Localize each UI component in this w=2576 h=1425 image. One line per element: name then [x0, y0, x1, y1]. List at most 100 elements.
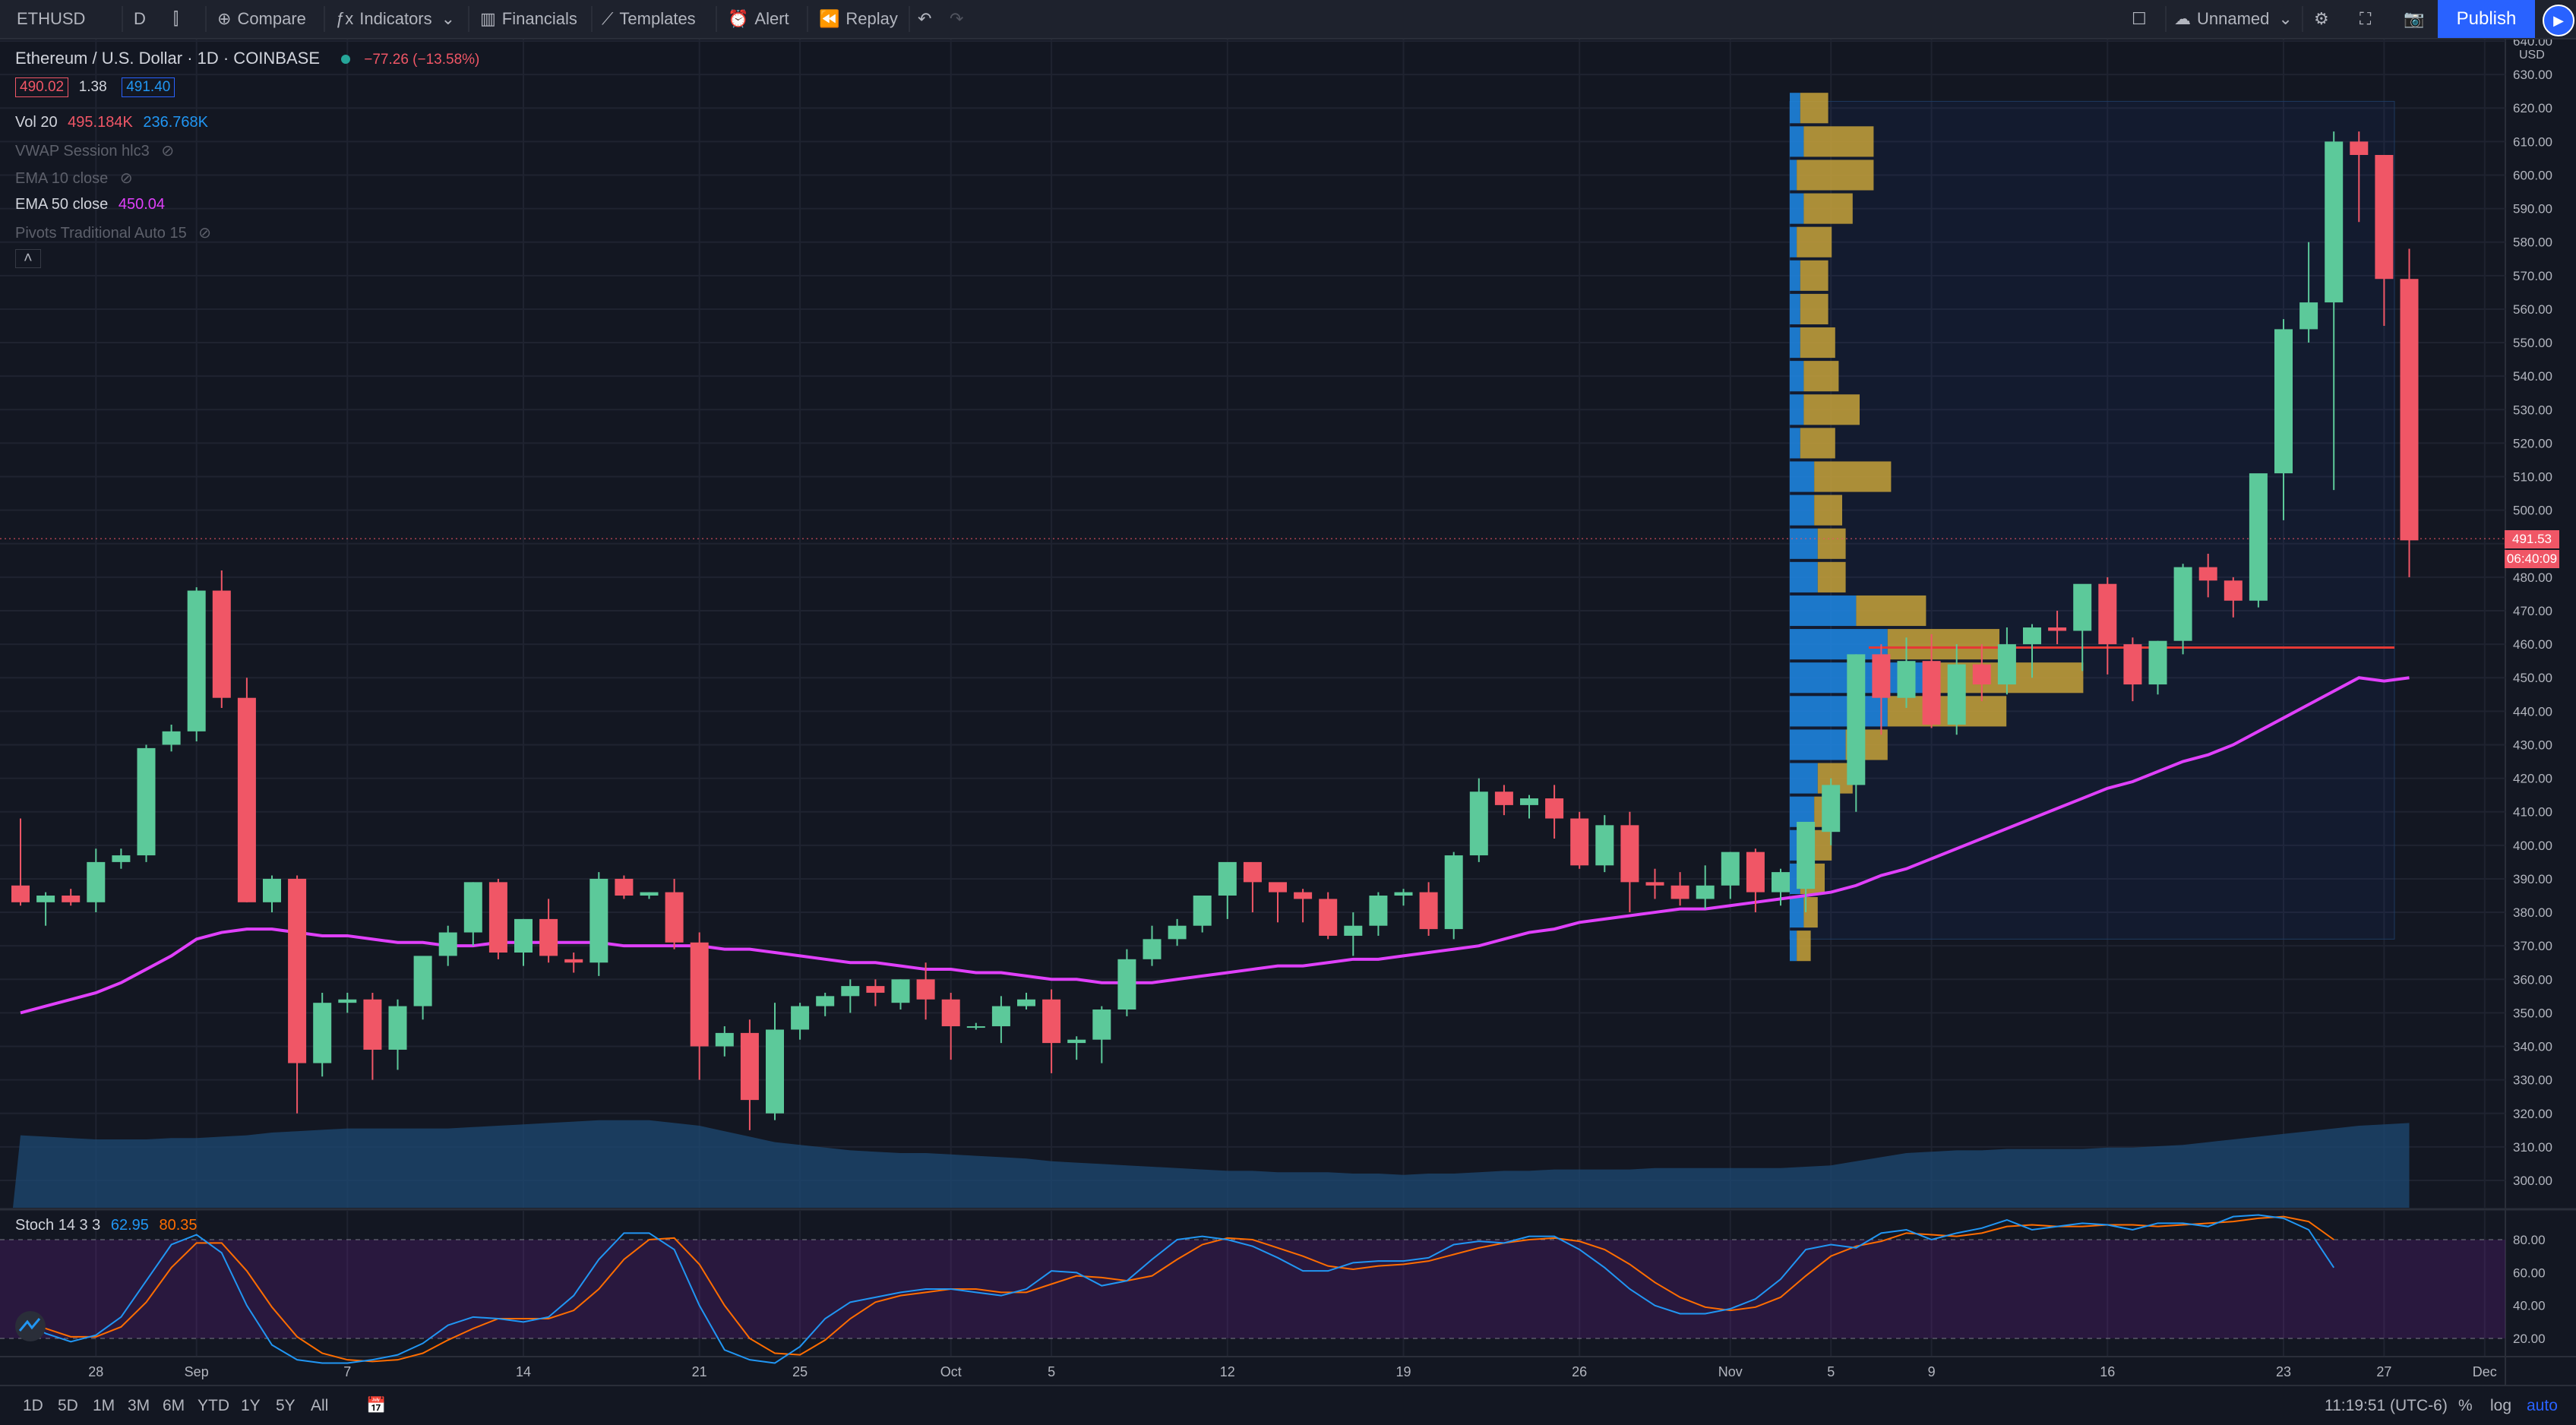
candle-body: [1243, 861, 1262, 883]
price-tick-label: 400.00: [2513, 839, 2552, 853]
volume-profile-bar-down: [1803, 394, 1860, 425]
legend-pivots-row[interactable]: Pivots Traditional Auto 15 ⊘: [15, 223, 211, 242]
volume-ma-area: [13, 1120, 2410, 1208]
stoch-pane-bg: [0, 1210, 2505, 1356]
legend-collapse[interactable]: ˄: [15, 249, 41, 268]
play-button[interactable]: ▶: [2543, 5, 2574, 36]
legend-vwap-row[interactable]: VWAP Session hlc3 ⊘: [15, 141, 174, 160]
symbol-search[interactable]: ETHUSD: [17, 9, 86, 28]
candle-body: [2325, 141, 2344, 303]
fullscreen-rect-button[interactable]: ☐: [2132, 0, 2147, 38]
time-tick-label: 27: [2376, 1364, 2391, 1379]
stoch-d-value: 80.35: [159, 1217, 198, 1234]
candle-body: [263, 878, 281, 902]
layout-name-button[interactable]: ☁ Unnamed ⌄: [2174, 0, 2299, 38]
time-tick-label: Dec: [2473, 1364, 2497, 1379]
volume-profile-bar-up: [1790, 629, 1888, 660]
range-button-5y[interactable]: 5Y: [276, 1397, 296, 1414]
candle-body: [816, 996, 835, 1006]
settings-button[interactable]: ⚙: [2314, 0, 2329, 38]
price-tick-label: 390.00: [2513, 872, 2552, 886]
log-toggle[interactable]: log: [2490, 1397, 2512, 1414]
stoch-tick-label: 20.00: [2513, 1332, 2546, 1346]
range-button-3m[interactable]: 3M: [128, 1397, 150, 1414]
volume-profile-bar-up: [1790, 293, 1800, 324]
price-tick-label: 560.00: [2513, 302, 2552, 317]
price-tick-label: 520.00: [2513, 436, 2552, 450]
bid-price[interactable]: 490.02: [15, 77, 69, 97]
candle-body: [1494, 791, 1513, 805]
camera-icon: 📷: [2404, 9, 2425, 28]
candle-body: [1294, 892, 1313, 899]
volume-profile-bar-down: [1803, 897, 1818, 928]
candle-body: [2350, 141, 2369, 155]
range-button-all[interactable]: All: [311, 1397, 329, 1414]
range-button-1d[interactable]: 1D: [23, 1397, 43, 1414]
volume-profile-bar-up: [1790, 193, 1804, 224]
ask-price[interactable]: 491.40: [122, 77, 175, 97]
percent-toggle[interactable]: %: [2458, 1397, 2473, 1414]
volume-profile-bar-down: [1797, 226, 1832, 258]
candle-body: [162, 731, 181, 745]
financials-button[interactable]: ▥ Financials: [480, 0, 577, 38]
templates-button[interactable]: ⟋ Templates: [602, 0, 696, 38]
redo-icon: ↷: [950, 9, 964, 28]
interval-button[interactable]: D: [134, 9, 146, 28]
legend-volume-row[interactable]: Vol 20 495.184K 236.768K: [15, 114, 208, 131]
price-tick-label: 620.00: [2513, 101, 2552, 115]
time-tick-label: 25: [792, 1364, 808, 1379]
hidden-eye-icon[interactable]: ⊘: [161, 143, 175, 160]
range-button-ytd[interactable]: YTD: [198, 1397, 229, 1414]
volume-profile-bar-down: [1797, 160, 1874, 191]
legend-ema50-row[interactable]: EMA 50 close 450.04: [15, 196, 165, 213]
candlestick-icon: ⫿: [173, 9, 179, 28]
legend-bid-ask-row: 490.02 1.38 491.40: [15, 77, 181, 97]
price-tick-label: 610.00: [2513, 134, 2552, 149]
volume-profile-bar-down: [1814, 494, 1842, 526]
range-button-5d[interactable]: 5D: [58, 1397, 78, 1414]
candle-body: [2173, 567, 2192, 641]
candle-type-button[interactable]: ⫿: [173, 0, 185, 38]
candle-body: [539, 918, 558, 956]
candle-body: [1067, 1039, 1086, 1044]
range-button-1y[interactable]: 1Y: [241, 1397, 261, 1414]
square-icon: ☐: [2132, 9, 2147, 28]
publish-button[interactable]: Publish: [2438, 0, 2535, 38]
ema50-line: [20, 676, 2410, 1015]
price-tick-label: 450.00: [2513, 671, 2552, 685]
legend-ema10-row[interactable]: EMA 10 close ⊘: [15, 169, 133, 188]
compare-button[interactable]: ⊕ Compare: [217, 0, 306, 38]
range-button-6m[interactable]: 6M: [163, 1397, 185, 1414]
alert-button[interactable]: ⏰ Alert: [728, 0, 789, 38]
replay-button[interactable]: ⏪ Replay: [819, 0, 898, 38]
snapshot-button[interactable]: 📷: [2404, 0, 2424, 38]
auto-toggle[interactable]: auto: [2527, 1397, 2558, 1414]
templates-icon: ⟋: [602, 9, 614, 28]
time-tick-label: 5: [1827, 1364, 1835, 1379]
stoch-band: [0, 1240, 2505, 1338]
top-toolbar: ETHUSD D ⫿ ⊕ Compare ƒx Indicators ⌄ ▥ Finan…: [0, 0, 2576, 39]
volume-profile-bar-down: [1803, 361, 1839, 392]
time-tick-label: 26: [1572, 1364, 1587, 1379]
redo-button[interactable]: ↷: [950, 0, 963, 38]
chart-area[interactable]: 300.00 310.00 320.00 330.00 340.00 350.00 360.…: [0, 39, 2576, 1385]
candle-body: [2123, 644, 2142, 685]
price-tick-label: 320.00: [2513, 1107, 2552, 1121]
calendar-icon: 📅: [366, 1397, 387, 1414]
candle-body: [1344, 925, 1363, 936]
goto-date-button[interactable]: 📅: [366, 1386, 386, 1425]
candle-body: [1117, 959, 1136, 1010]
hidden-eye-icon[interactable]: ⊘: [198, 225, 212, 242]
clock-time[interactable]: 11:19:51 (UTC-6): [2325, 1397, 2448, 1414]
fullscreen-button[interactable]: ⛶: [2359, 0, 2371, 38]
price-tick-label: 530.00: [2513, 403, 2552, 417]
candle-body: [87, 861, 106, 902]
hidden-eye-icon[interactable]: ⊘: [119, 170, 133, 187]
indicators-button[interactable]: ƒx Indicators ⌄: [336, 0, 461, 38]
stoch-legend[interactable]: Stoch 14 3 3 62.95 80.35: [15, 1217, 198, 1234]
undo-button[interactable]: ↶: [918, 0, 931, 38]
range-button-1m[interactable]: 1M: [93, 1397, 115, 1414]
candle-body: [1947, 664, 1966, 725]
candle-body: [1620, 825, 1639, 883]
toolbar-divider: [909, 6, 910, 32]
